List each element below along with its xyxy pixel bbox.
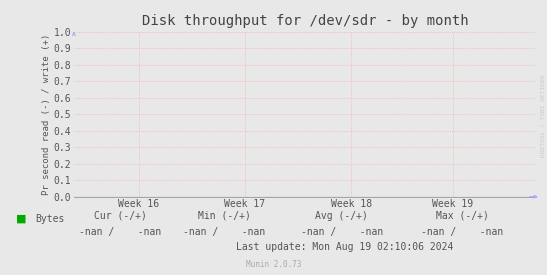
Text: Max (-/+): Max (-/+) — [436, 211, 488, 221]
Text: Min (-/+): Min (-/+) — [198, 211, 251, 221]
Text: -nan /    -nan: -nan / -nan — [79, 227, 161, 237]
Text: ■: ■ — [16, 214, 27, 224]
Text: RRDTOOL / TOBI OETIKER: RRDTOOL / TOBI OETIKER — [541, 74, 546, 157]
Y-axis label: Pr second read (-) / write (+): Pr second read (-) / write (+) — [42, 34, 51, 195]
Text: Cur (-/+): Cur (-/+) — [94, 211, 147, 221]
Text: -nan /    -nan: -nan / -nan — [421, 227, 503, 237]
Title: Disk throughput for /dev/sdr - by month: Disk throughput for /dev/sdr - by month — [142, 14, 468, 28]
Text: -nan /    -nan: -nan / -nan — [183, 227, 265, 237]
Text: Bytes: Bytes — [36, 214, 65, 224]
Text: -nan /    -nan: -nan / -nan — [301, 227, 383, 237]
Text: Munin 2.0.73: Munin 2.0.73 — [246, 260, 301, 269]
Text: Avg (-/+): Avg (-/+) — [316, 211, 368, 221]
Text: Last update: Mon Aug 19 02:10:06 2024: Last update: Mon Aug 19 02:10:06 2024 — [236, 242, 453, 252]
